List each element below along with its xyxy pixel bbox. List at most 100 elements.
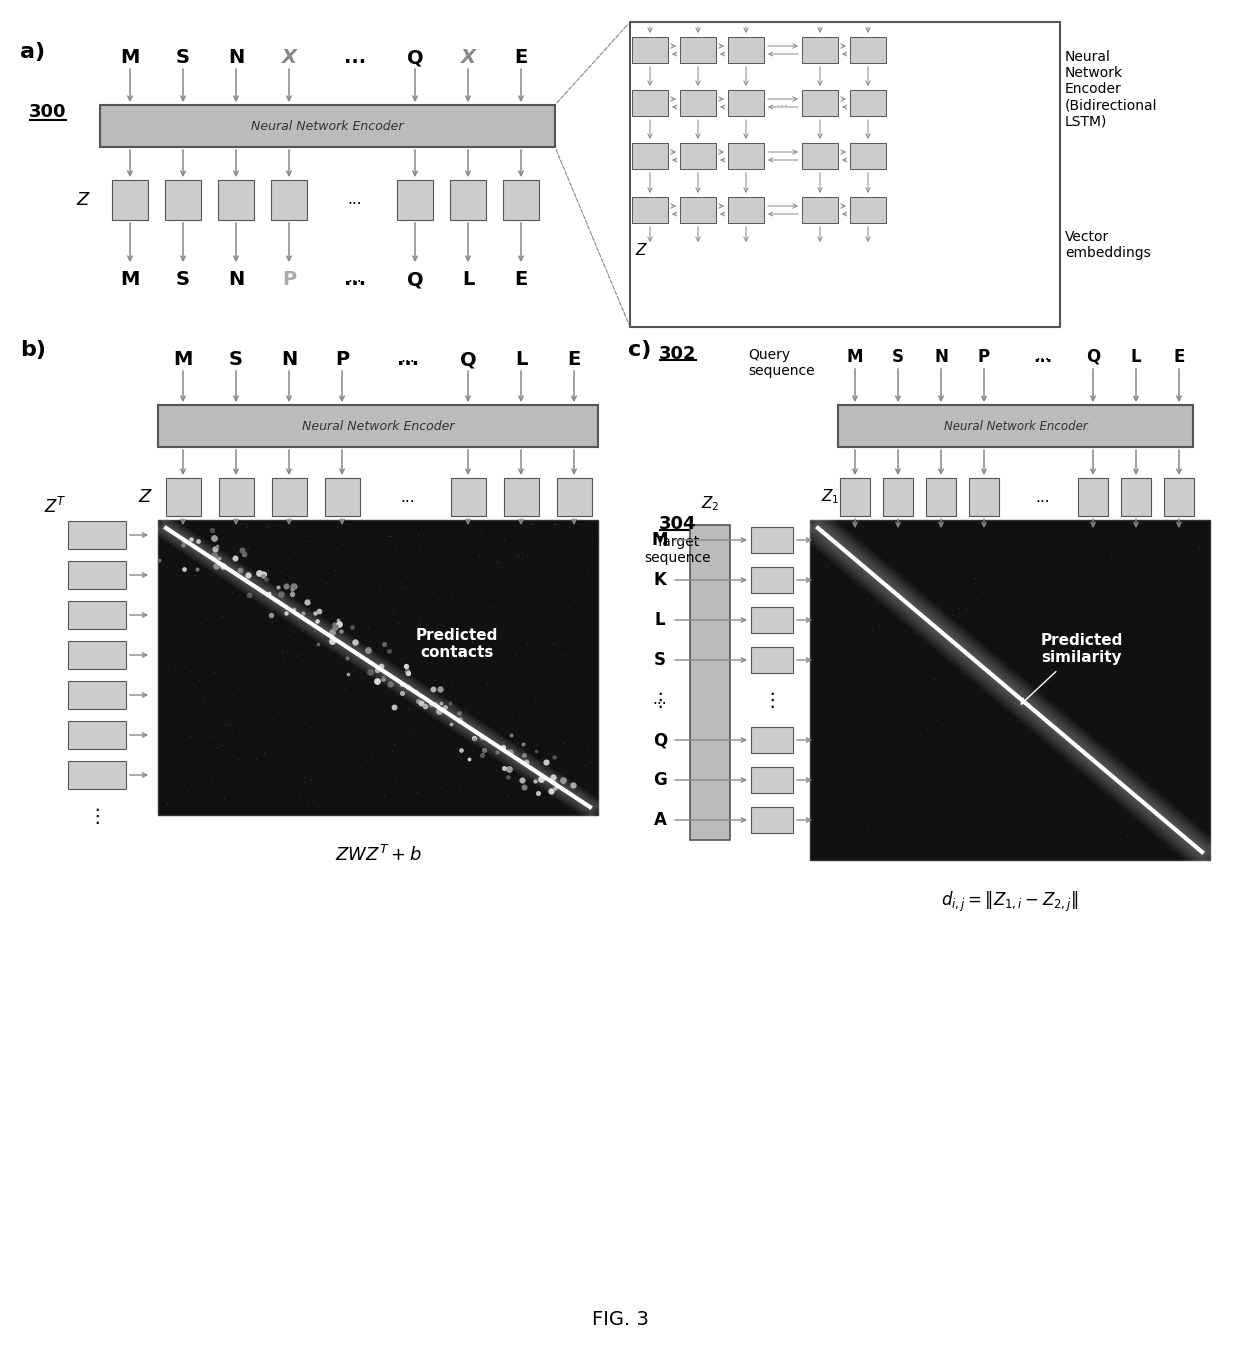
Text: ...: ... [343,270,366,289]
Text: N: N [228,270,244,289]
Bar [450,478,486,516]
Bar [751,808,794,833]
Bar [728,89,764,117]
Bar [112,180,148,220]
Text: Predicted
contacts: Predicted contacts [415,627,498,660]
Bar [751,646,794,673]
Text: M: M [847,348,863,366]
Bar [68,721,126,749]
Bar [680,37,715,62]
Bar [802,89,838,117]
Text: Neural Network Encoder: Neural Network Encoder [944,420,1087,432]
Text: $Z_2$: $Z_2$ [701,495,719,514]
Text: S: S [892,348,904,366]
Bar [397,180,433,220]
Bar [632,196,668,224]
Text: Vector
embeddings: Vector embeddings [1065,230,1151,260]
Text: 304: 304 [660,515,697,533]
Bar [926,478,956,516]
Text: $ZWZ^T + b$: $ZWZ^T + b$ [335,846,422,864]
Bar [157,520,598,814]
Bar [450,180,486,220]
Text: c): c) [627,340,651,360]
Bar [751,566,794,593]
Text: Z: Z [139,488,151,505]
Bar [272,180,308,220]
Text: L: L [461,270,474,289]
Text: Query
sequence: Query sequence [748,348,815,378]
Text: $Z^T$: $Z^T$ [43,497,67,518]
Bar [728,196,764,224]
Text: Q: Q [460,350,476,369]
Text: ...: ... [347,192,362,207]
Text: Predicted
similarity: Predicted similarity [1040,633,1123,665]
Text: E: E [515,47,528,66]
Text: ...: ... [397,350,419,369]
Bar [165,478,201,516]
Bar [557,478,591,516]
Text: S: S [653,650,666,669]
Bar [838,405,1193,447]
Bar [728,37,764,62]
Text: M: M [174,350,192,369]
Text: L: L [655,611,666,629]
Text: $d_{i,j} = \|Z_{1,i} - Z_{2,j}\|$: $d_{i,j} = \|Z_{1,i} - Z_{2,j}\|$ [941,890,1079,915]
Bar [728,144,764,169]
Text: 300: 300 [30,103,67,121]
Text: K: K [653,570,666,589]
Bar [1164,478,1194,516]
Text: Neural Network Encoder: Neural Network Encoder [252,119,404,133]
Bar [218,180,254,220]
Bar [680,144,715,169]
Bar [751,527,794,553]
Text: X: X [281,47,296,66]
Text: E: E [515,270,528,289]
Text: ⋮: ⋮ [87,808,107,827]
Text: S: S [176,270,190,289]
Text: S: S [229,350,243,369]
Text: b): b) [20,340,46,360]
Bar [325,478,360,516]
Bar [68,561,126,589]
Text: Neural Network Encoder: Neural Network Encoder [301,420,454,432]
Bar [883,478,913,516]
Text: M: M [652,531,668,549]
Text: ...: ... [401,489,415,504]
Text: ...: ... [401,350,415,364]
Bar [839,478,870,516]
Bar [100,104,556,146]
Bar [165,180,201,220]
Bar [810,520,1210,860]
Text: S: S [176,47,190,66]
Bar [802,144,838,169]
Text: Q: Q [1086,348,1100,366]
Bar [849,144,887,169]
Text: P: P [335,350,350,369]
Text: Q: Q [407,270,423,289]
Bar [632,144,668,169]
Text: L: L [1131,348,1141,366]
Bar [272,478,306,516]
Bar [968,478,999,516]
Bar [68,682,126,709]
Bar [849,196,887,224]
Bar [157,405,598,447]
Text: Q: Q [407,47,423,66]
Bar [849,89,887,117]
Text: M: M [120,270,140,289]
Text: P: P [281,270,296,289]
Text: ...: ... [343,47,366,66]
Text: A: A [653,812,666,829]
Bar [751,607,794,633]
Text: $Z_1$: $Z_1$ [821,488,839,507]
Text: N: N [934,348,947,366]
Text: ...: ... [777,96,789,110]
Bar [680,89,715,117]
Text: ...: ... [1035,489,1050,504]
Text: ...: ... [652,692,667,707]
Text: ...: ... [1033,348,1053,366]
Bar [1121,478,1151,516]
Bar [802,37,838,62]
Text: X: X [460,47,475,66]
Bar [68,641,126,669]
